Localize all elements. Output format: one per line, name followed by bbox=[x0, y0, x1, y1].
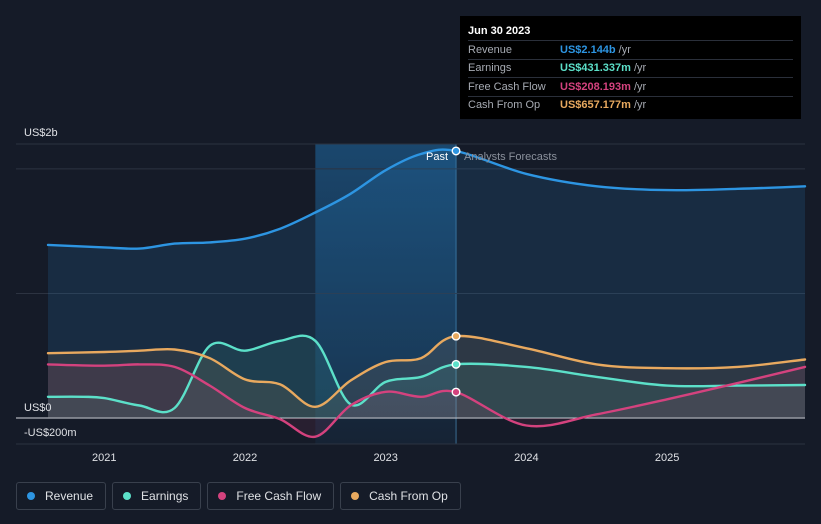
tooltip-unit: /yr bbox=[633, 62, 647, 75]
legend-item-free-cash-flow[interactable]: Free Cash Flow bbox=[207, 482, 335, 510]
tooltip-row-earnings: Earnings US$431.337m /yr bbox=[468, 58, 793, 78]
tooltip-label: Cash From Op bbox=[468, 99, 541, 112]
legend-dot-icon bbox=[351, 492, 360, 500]
y-axis-label: US$2b bbox=[24, 127, 58, 139]
tooltip-value: US$208.193m bbox=[560, 80, 631, 93]
legend-dot-icon bbox=[27, 492, 35, 500]
legend: Revenue Earnings Free Cash Flow Cash Fro… bbox=[16, 482, 461, 510]
earnings-point bbox=[451, 359, 461, 369]
tooltip-value: US$657.177m bbox=[560, 99, 631, 112]
legend-dot-icon bbox=[123, 492, 132, 500]
tooltip-row-free-cash-flow: Free Cash Flow US$208.193m /yr bbox=[468, 77, 793, 96]
legend-label: Revenue bbox=[45, 489, 94, 503]
cash-from-op-line bbox=[46, 334, 807, 409]
legend-label: Earnings bbox=[141, 489, 189, 503]
x-axis-tick-label: 2022 bbox=[233, 452, 257, 464]
free-cash-flow-point bbox=[451, 387, 461, 397]
tooltip-value: US$2.144b bbox=[560, 43, 616, 56]
free-cash-flow-area bbox=[48, 364, 805, 437]
tooltip-value: US$431.337m bbox=[560, 62, 631, 75]
past-label: Past bbox=[426, 151, 448, 163]
revenue-area bbox=[48, 149, 805, 419]
x-axis-tick-label: 2021 bbox=[92, 452, 116, 464]
revenue-point bbox=[451, 146, 461, 156]
revenue-line bbox=[46, 148, 807, 250]
y-axis-label: -US$200m bbox=[24, 427, 77, 439]
legend-item-revenue[interactable]: Revenue bbox=[16, 482, 107, 510]
tooltip-row-cash-from-op: Cash From Op US$657.177m /yr bbox=[468, 95, 793, 115]
legend-label: Free Cash Flow bbox=[236, 489, 322, 503]
legend-dot-icon bbox=[218, 492, 227, 500]
tooltip-label: Revenue bbox=[468, 43, 513, 56]
analysts-forecasts-label: Analysts Forecasts bbox=[464, 151, 557, 163]
legend-item-earnings[interactable]: Earnings bbox=[112, 482, 202, 510]
y-axis-label: US$0 bbox=[24, 402, 52, 414]
earnings-area bbox=[48, 335, 805, 418]
tooltip-unit: /yr bbox=[618, 43, 631, 56]
tooltip-unit: /yr bbox=[633, 99, 647, 112]
x-axis-tick-label: 2023 bbox=[373, 452, 397, 464]
tooltip: Jun 30 2023 Revenue US$2.144b /yr Earnin… bbox=[460, 16, 801, 119]
tooltip-row-revenue: Revenue US$2.144b /yr bbox=[468, 40, 793, 59]
earnings-line bbox=[46, 334, 807, 414]
free-cash-flow-line bbox=[46, 363, 807, 439]
legend-item-cash-from-op[interactable]: Cash From Op bbox=[340, 482, 461, 510]
tooltip-label: Earnings bbox=[468, 62, 512, 75]
tooltip-label: Free Cash Flow bbox=[468, 80, 546, 93]
cash-from-op-area bbox=[48, 335, 805, 418]
x-axis-tick-label: 2024 bbox=[514, 452, 538, 464]
tooltip-unit: /yr bbox=[633, 80, 647, 93]
cash-from-op-point bbox=[451, 331, 461, 341]
legend-label: Cash From Op bbox=[369, 489, 448, 503]
tooltip-date: Jun 30 2023 bbox=[468, 25, 531, 37]
x-axis-tick-label: 2025 bbox=[655, 452, 679, 464]
